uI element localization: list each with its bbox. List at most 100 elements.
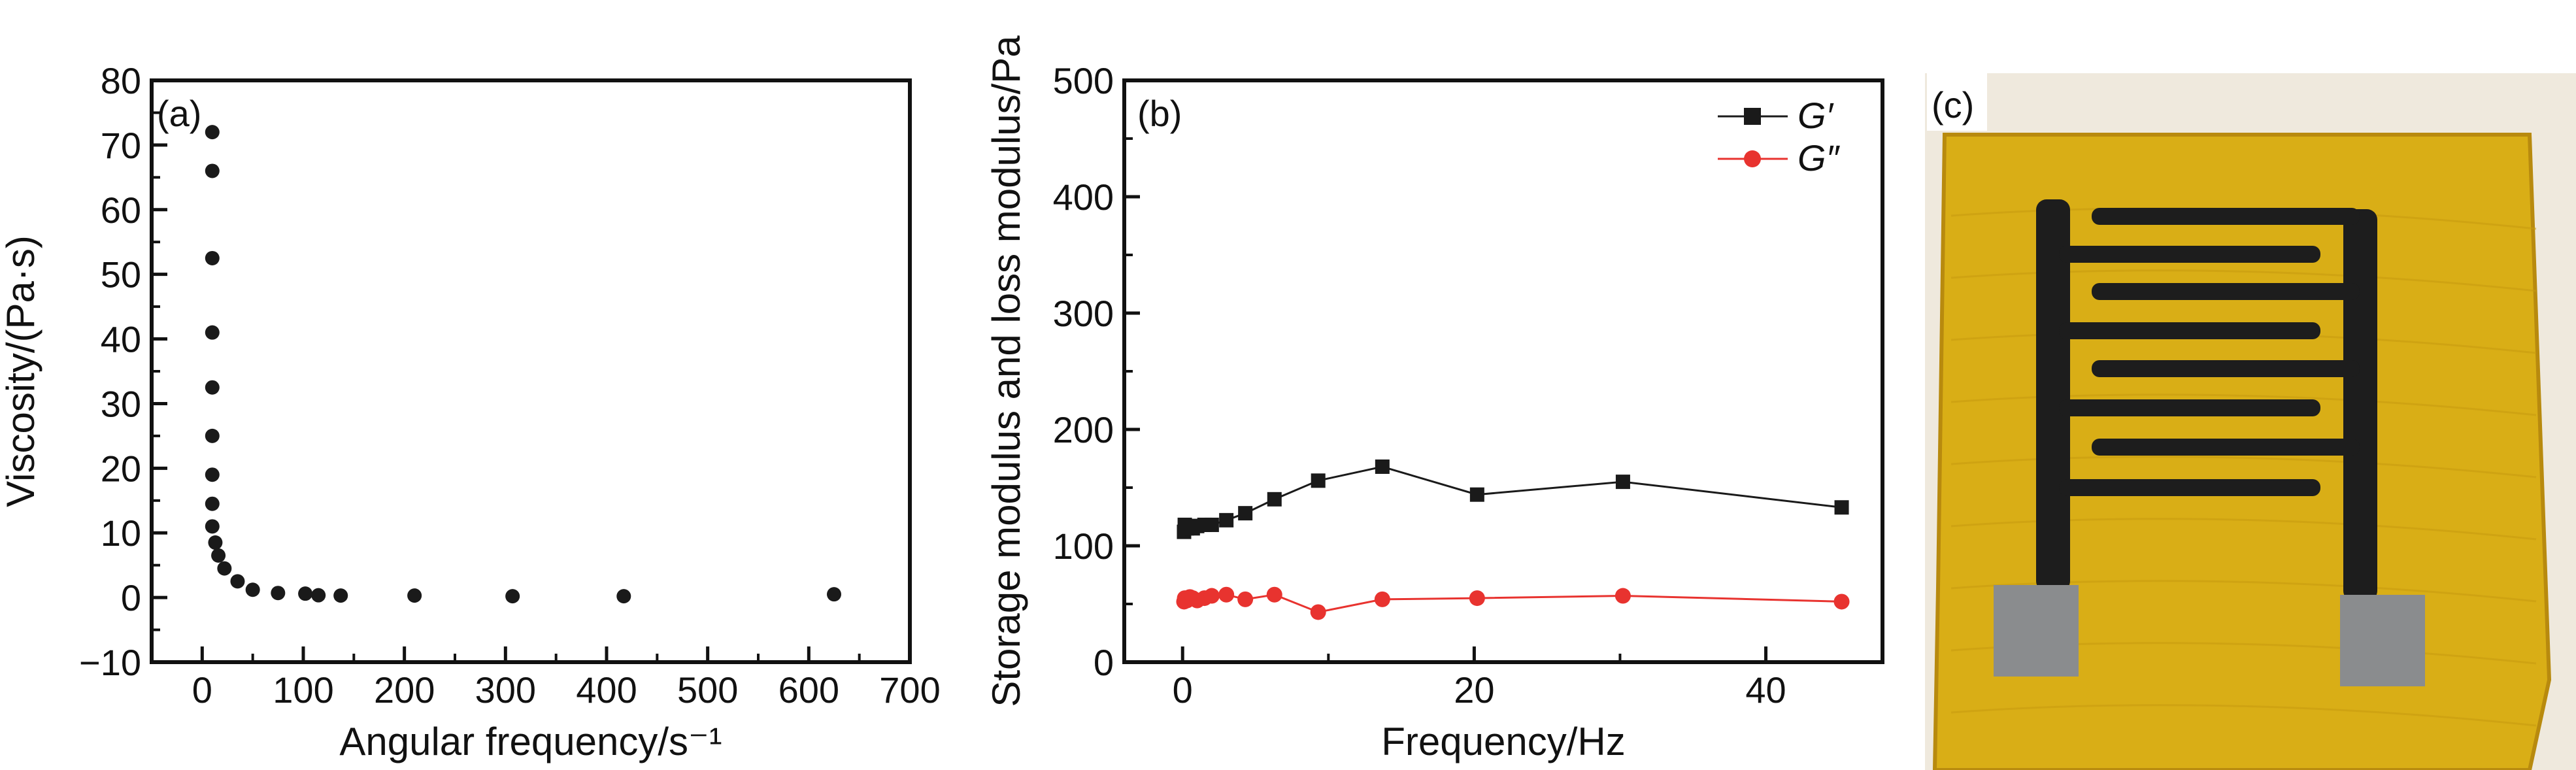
wood-grain-line bbox=[1950, 704, 2537, 727]
panel-a-x-axis-title: Angular frequency/s⁻¹ bbox=[339, 720, 722, 763]
panel-a-y-tick-label: 10 bbox=[101, 512, 141, 554]
panel-a-y-tick-label: 30 bbox=[101, 383, 141, 424]
panel-a-data-point bbox=[271, 586, 286, 601]
panel-b-g-prime-point bbox=[1204, 517, 1219, 532]
panel-b-x-tick-label: 20 bbox=[1454, 669, 1494, 711]
panel-a-data-point bbox=[298, 586, 313, 601]
legend-g-double-prime-label: G″ bbox=[1798, 137, 1841, 178]
panel-b-x-axis-title: Frequency/Hz bbox=[1381, 720, 1625, 763]
panel-b-g-prime-point bbox=[1238, 506, 1253, 521]
electrode-finger bbox=[2059, 246, 2320, 263]
legend-g-prime-label: G′ bbox=[1798, 95, 1835, 136]
panel-a-data-point bbox=[245, 582, 260, 597]
electrode-finger bbox=[2092, 439, 2360, 456]
panel-b-g-double-prime-point bbox=[1833, 594, 1850, 610]
panel-b-g-double-prime-point bbox=[1237, 591, 1254, 607]
panel-b-series-line-g-prime bbox=[1183, 465, 1842, 532]
panel-b-series-lines bbox=[1183, 465, 1842, 614]
panel-a-data-point bbox=[205, 250, 220, 265]
panel-b-plot-frame bbox=[1122, 78, 1884, 664]
panel-a-data-point bbox=[205, 428, 220, 443]
electrode-finger bbox=[2092, 360, 2360, 377]
panel-b-label: (b) bbox=[1137, 93, 1182, 134]
panel-a-x-tick-label: 0 bbox=[192, 669, 212, 711]
panel-b-g-prime-point bbox=[1267, 492, 1282, 507]
panel-a-y-tick-label: −10 bbox=[79, 642, 141, 683]
panel-a-data-point bbox=[205, 380, 220, 395]
panel-a-data-point bbox=[505, 589, 520, 604]
panel-b-g-prime-point bbox=[1469, 487, 1484, 502]
panel-a-data-point bbox=[827, 587, 841, 602]
photo-wood-grain bbox=[1950, 207, 2537, 727]
panel-a-x-tick-label: 600 bbox=[778, 669, 839, 711]
panel-a-x-tick-label: 100 bbox=[273, 669, 333, 711]
panel-b-g-double-prime-point bbox=[1614, 588, 1631, 604]
panel-a-y-tick-label: 70 bbox=[101, 125, 141, 166]
panel-a-data-point bbox=[230, 574, 245, 589]
panel-a-data-point bbox=[407, 588, 422, 603]
wood-grain-line bbox=[1950, 456, 2537, 478]
panel-a-x-tick-label: 500 bbox=[677, 669, 738, 711]
panel-a-points bbox=[205, 125, 841, 604]
electrode-finger bbox=[2059, 399, 2320, 416]
wood-grain-line bbox=[1950, 269, 2537, 292]
panel-b-y-tick-label: 200 bbox=[1053, 409, 1114, 450]
panel-a-data-point bbox=[311, 588, 326, 603]
electrode-finger bbox=[2059, 479, 2320, 496]
electrode-finger bbox=[2092, 283, 2360, 300]
panel-b-y-tick-label: 0 bbox=[1094, 642, 1114, 683]
panel-a-ticks: 0 100 200 300 400 500 600 700 −10 0 10 20 30 40 50 60 70… bbox=[79, 60, 941, 711]
legend-g-double-prime-marker bbox=[1744, 150, 1761, 167]
panel-a-y-tick-label: 60 bbox=[101, 190, 141, 231]
panel-a-data-point bbox=[205, 519, 220, 534]
panel-a-x-tick-label: 200 bbox=[374, 669, 435, 711]
panel-a-data-point bbox=[217, 561, 232, 576]
panel-b-y-tick-label: 300 bbox=[1053, 293, 1114, 334]
wood-grain-line bbox=[1950, 580, 2537, 603]
panel-b-x-tick-label: 40 bbox=[1745, 669, 1786, 711]
legend-g-prime-marker bbox=[1744, 108, 1761, 125]
panel-b-g-double-prime-point bbox=[1310, 604, 1326, 620]
printed-electrode bbox=[1994, 199, 2425, 686]
panel-a-data-point bbox=[211, 548, 226, 563]
panel-a-y-tick-label: 20 bbox=[101, 448, 141, 489]
panel-a-data-point bbox=[333, 588, 348, 603]
panel-b-g-prime-point bbox=[1311, 473, 1326, 488]
panel-b-legend: G′ G″ bbox=[1718, 95, 1841, 178]
right-electrode-bus bbox=[2343, 209, 2377, 601]
left-contact-pad bbox=[1994, 585, 2079, 677]
panel-b-points bbox=[1176, 459, 1850, 620]
wood-grain-line bbox=[1950, 518, 2537, 541]
panel-c-label: (c) bbox=[1932, 84, 1974, 126]
panel-a-data-point bbox=[205, 163, 220, 178]
panel-a-label: (a) bbox=[157, 93, 201, 134]
panel-b-g-prime-point bbox=[1615, 475, 1630, 490]
panel-a-plot-frame bbox=[150, 78, 912, 664]
panel-a-x-tick-label: 400 bbox=[576, 669, 637, 711]
panel-b-y-tick-label: 500 bbox=[1053, 60, 1114, 101]
panel-b-g-prime-point bbox=[1219, 512, 1234, 527]
panel-a-y-tick-label: 0 bbox=[121, 577, 141, 618]
panel-a-y-axis-title: Viscosity/(Pa·s) bbox=[0, 235, 42, 507]
panel-a-data-point bbox=[205, 496, 220, 511]
panel-a-y-tick-label: 40 bbox=[101, 319, 141, 360]
panel-a-data-point bbox=[205, 325, 220, 340]
panel-a-viscosity-chart: 0 100 200 300 400 500 600 700 −10 0 10 20 30 40 50 60 70… bbox=[0, 60, 941, 763]
panel-b-y-tick-label: 400 bbox=[1053, 176, 1114, 218]
panel-b-g-double-prime-point bbox=[1218, 586, 1235, 603]
panel-a-x-tick-label: 300 bbox=[475, 669, 536, 711]
panel-a-x-tick-label: 700 bbox=[879, 669, 940, 711]
panel-a-y-tick-label: 80 bbox=[101, 60, 141, 101]
panel-b-g-double-prime-point bbox=[1469, 590, 1485, 607]
panel-b-y-tick-label: 100 bbox=[1053, 526, 1114, 567]
panel-a-data-point bbox=[205, 467, 220, 482]
panel-b-x-tick-label: 0 bbox=[1173, 669, 1193, 711]
panel-b-series-line-g-double-prime bbox=[1183, 594, 1842, 614]
panel-a-data-point bbox=[205, 125, 220, 140]
wood-grain-line bbox=[1950, 393, 2537, 416]
panel-b-g-prime-point bbox=[1375, 459, 1390, 474]
panel-b-g-double-prime-point bbox=[1266, 586, 1282, 603]
electrode-finger bbox=[2092, 208, 2360, 225]
panel-c-label-box bbox=[1927, 73, 1987, 131]
